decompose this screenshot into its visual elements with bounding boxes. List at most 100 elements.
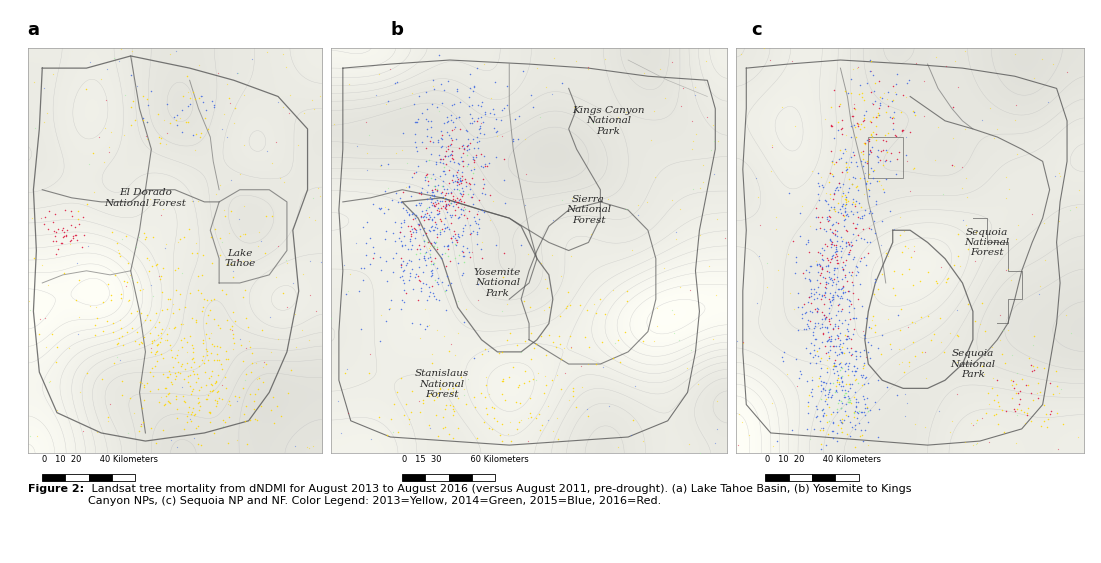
Point	[808, 307, 826, 316]
Point	[465, 164, 482, 173]
Point	[113, 331, 131, 340]
Point	[820, 268, 838, 277]
Point	[829, 324, 847, 333]
Point	[894, 91, 912, 100]
Point	[53, 225, 70, 234]
Point	[170, 263, 187, 272]
Point	[828, 428, 846, 437]
Point	[193, 270, 210, 279]
Point	[803, 289, 820, 298]
Point	[822, 158, 840, 167]
Point	[416, 305, 434, 314]
Point	[174, 391, 192, 400]
Point	[791, 366, 808, 375]
Point	[257, 211, 274, 220]
Point	[428, 195, 446, 204]
Point	[833, 168, 851, 177]
Point	[406, 234, 424, 243]
Point	[418, 296, 436, 305]
Point	[900, 76, 917, 85]
Point	[424, 169, 442, 178]
Point	[390, 233, 407, 242]
Point	[802, 285, 819, 294]
Point	[821, 258, 839, 267]
Point	[838, 238, 855, 247]
Point	[176, 425, 194, 434]
Point	[399, 258, 416, 267]
Point	[795, 269, 813, 278]
Point	[203, 372, 220, 381]
Point	[301, 443, 318, 452]
Point	[488, 240, 505, 249]
Point	[112, 290, 130, 299]
Point	[829, 333, 847, 342]
Point	[399, 244, 416, 253]
Point	[183, 408, 200, 417]
Point	[121, 270, 139, 279]
Point	[827, 361, 844, 370]
Point	[892, 213, 909, 222]
Point	[488, 114, 505, 123]
Point	[835, 382, 852, 391]
Point	[397, 205, 415, 215]
Point	[829, 207, 847, 216]
Point	[429, 199, 447, 208]
Point	[516, 367, 534, 376]
Point	[172, 319, 189, 328]
Point	[235, 292, 252, 301]
Point	[427, 410, 445, 419]
Point	[457, 205, 475, 214]
Point	[434, 177, 451, 186]
Point	[848, 375, 865, 384]
Point	[827, 256, 844, 265]
Point	[243, 348, 261, 358]
Point	[453, 190, 470, 199]
Point	[843, 278, 861, 287]
Point	[852, 425, 870, 434]
Point	[421, 244, 438, 253]
Point	[133, 338, 151, 347]
Point	[121, 394, 139, 403]
Point	[832, 307, 850, 316]
Point	[841, 314, 859, 323]
Point	[755, 43, 773, 52]
Point	[439, 280, 457, 289]
Point	[815, 245, 832, 254]
Point	[419, 421, 437, 430]
Point	[825, 417, 842, 426]
Point	[837, 410, 854, 419]
Point	[55, 231, 73, 240]
Point	[419, 181, 437, 190]
Point	[567, 403, 585, 412]
Point	[156, 335, 174, 344]
Point	[425, 258, 443, 267]
Point	[438, 118, 456, 127]
Point	[846, 361, 863, 370]
Point	[843, 111, 861, 120]
Point	[425, 241, 443, 250]
Point	[224, 325, 241, 334]
Point	[695, 160, 712, 169]
Point	[793, 303, 810, 312]
Point	[833, 148, 851, 157]
Point	[379, 276, 396, 285]
Point	[410, 220, 427, 229]
Point	[831, 204, 849, 213]
Point	[824, 427, 841, 436]
Point	[458, 243, 476, 252]
Point	[799, 274, 817, 283]
Point	[139, 378, 156, 387]
Point	[839, 286, 857, 295]
Point	[384, 427, 402, 436]
Point	[814, 378, 831, 387]
Point	[861, 191, 879, 200]
Point	[468, 116, 486, 125]
Point	[840, 268, 858, 277]
Point	[799, 408, 817, 417]
Point	[284, 278, 302, 287]
Point	[466, 180, 483, 189]
Point	[811, 268, 829, 277]
Point	[950, 82, 968, 91]
Point	[395, 297, 413, 306]
Point	[800, 306, 818, 315]
